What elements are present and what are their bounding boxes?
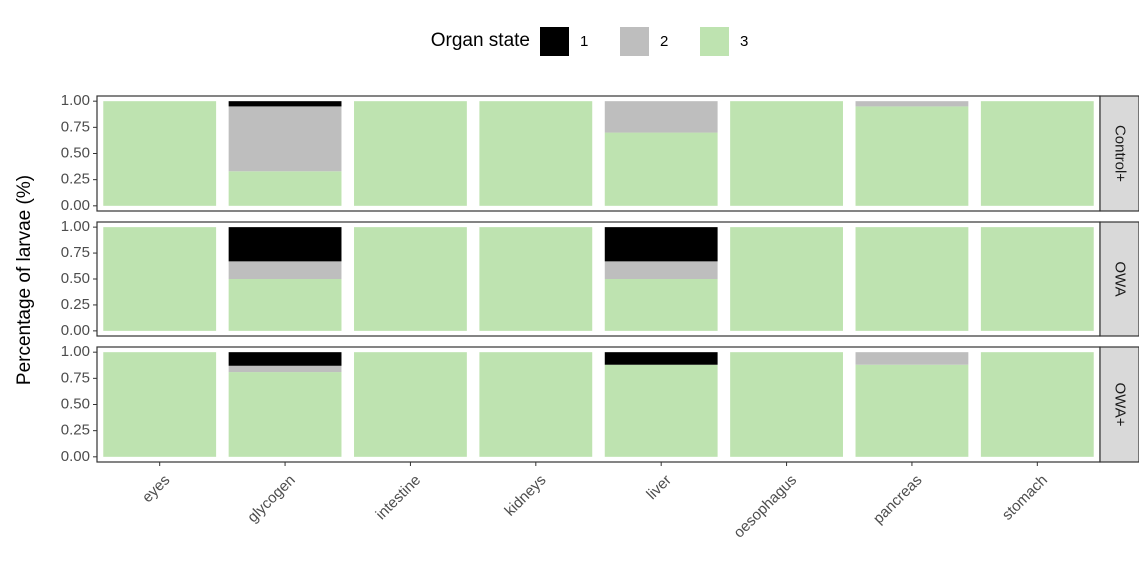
bar-segment: [980, 101, 1094, 206]
bar-segment: [855, 352, 969, 365]
bar-segment: [228, 279, 342, 331]
x-tick-label: pancreas: [870, 472, 926, 528]
x-tick-label: intestine: [373, 472, 425, 524]
x-tick-label: liver: [643, 472, 674, 503]
legend-title: Organ state: [431, 30, 530, 51]
bar-segment: [855, 101, 969, 107]
strip: [1099, 95, 1139, 212]
bar-segment: [103, 227, 217, 331]
y-tick-label: 0.75: [61, 369, 90, 386]
bar-segment: [980, 227, 1094, 331]
y-tick-label: 0.75: [61, 244, 90, 261]
bar-segment: [604, 261, 718, 279]
legend-label: 2: [660, 33, 668, 50]
bar-segment: [479, 227, 593, 331]
y-tick-label: 1.00: [61, 92, 90, 109]
x-tick-label: oesophagus: [730, 472, 800, 542]
x-tick-label: kidneys: [501, 472, 549, 520]
legend-swatch: [700, 27, 729, 56]
bar-segment: [228, 101, 342, 107]
y-tick-label: 0.00: [61, 448, 90, 465]
y-tick-label: 0.00: [61, 197, 90, 214]
strip: [1099, 346, 1139, 463]
bar-segment: [604, 279, 718, 331]
y-tick-label: 0.25: [61, 422, 90, 439]
bar-segment: [228, 106, 342, 172]
strip: [1099, 221, 1139, 337]
bar-segment: [855, 364, 969, 457]
bar-segment: [354, 352, 467, 457]
legend-label: 1: [580, 33, 588, 50]
bar-segment: [604, 364, 718, 457]
bar-segment: [228, 261, 342, 279]
y-tick-label: 0.50: [61, 270, 90, 287]
y-tick-label: 1.00: [61, 343, 90, 360]
x-tick-label: glycogen: [244, 472, 298, 526]
bar-segment: [228, 365, 342, 373]
bar-segment: [479, 101, 593, 206]
bar-segment: [103, 352, 217, 457]
strip-label: OWA+: [1112, 382, 1129, 426]
bar-segment: [228, 227, 342, 262]
y-tick-label: 0.00: [61, 322, 90, 339]
x-tick-label: stomach: [999, 472, 1051, 524]
bar-segment: [228, 352, 342, 366]
bar-segment: [855, 227, 969, 331]
strip-label: OWA: [1112, 261, 1129, 296]
y-tick-label: 0.50: [61, 144, 90, 161]
bar-segment: [228, 171, 342, 206]
bar-segment: [604, 101, 718, 133]
bar-segment: [479, 352, 593, 457]
legend-swatch: [620, 27, 649, 56]
bar-segment: [730, 101, 843, 206]
y-tick-label: 0.25: [61, 296, 90, 313]
bar-segment: [980, 352, 1094, 457]
bar-segment: [103, 101, 217, 206]
strip-label: Control+: [1112, 125, 1129, 182]
bar-segment: [730, 352, 843, 457]
bar-segment: [354, 227, 467, 331]
legend-label: 3: [740, 33, 748, 50]
bar-segment: [604, 227, 718, 262]
bar-segment: [604, 352, 718, 365]
bar-segment: [855, 106, 969, 206]
legend-swatch: [540, 27, 569, 56]
y-tick-label: 0.75: [61, 118, 90, 135]
y-tick-label: 0.50: [61, 395, 90, 412]
bar-segment: [604, 132, 718, 206]
bar-segment: [228, 372, 342, 457]
y-tick-label: 1.00: [61, 218, 90, 235]
y-axis-label: Percentage of larvae (%): [14, 175, 35, 385]
x-tick-label: eyes: [139, 472, 173, 506]
bar-segment: [354, 101, 467, 206]
bar-segment: [730, 227, 843, 331]
y-tick-label: 0.25: [61, 171, 90, 188]
